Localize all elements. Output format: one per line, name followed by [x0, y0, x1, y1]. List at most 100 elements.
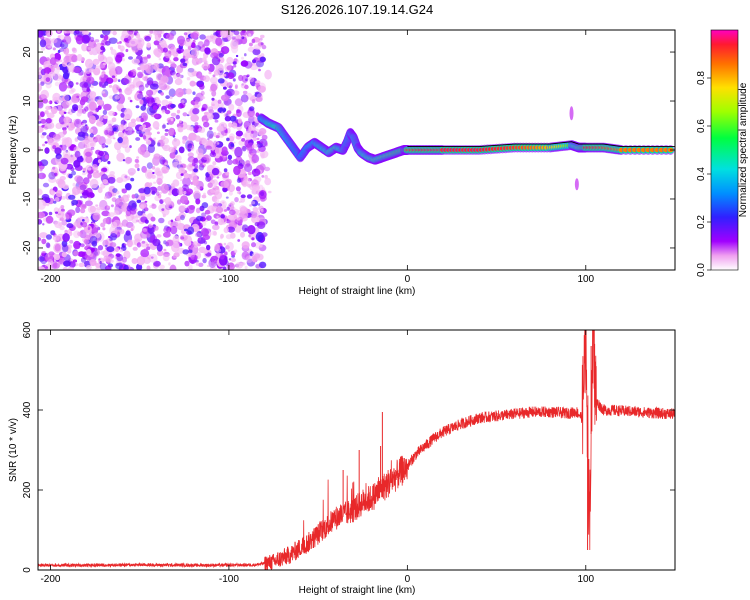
noise-blob — [175, 114, 180, 120]
snr-y-label: SNR (10 * v/v) — [8, 418, 19, 482]
noise-blob — [161, 124, 166, 130]
noise-blob — [100, 45, 105, 51]
noise-blob — [38, 188, 43, 196]
noise-blob — [226, 82, 233, 89]
noise-blob — [234, 146, 243, 158]
noise-blob — [53, 73, 62, 82]
noise-blob — [116, 41, 120, 45]
noise-blob — [105, 265, 112, 270]
noise-blob — [76, 187, 84, 194]
noise-blob — [54, 197, 60, 202]
noise-blob — [59, 59, 63, 63]
noise-blob — [52, 64, 61, 74]
noise-blob — [62, 93, 70, 103]
noise-blob — [175, 215, 182, 221]
noise-blob — [184, 39, 192, 47]
noise-blob — [223, 155, 226, 158]
noise-blob — [167, 230, 171, 234]
noise-blob — [212, 161, 217, 166]
noise-blob — [66, 101, 72, 106]
noise-blob — [46, 203, 50, 207]
noise-blob — [54, 147, 62, 155]
colorbar-label: Normalized spectral amplitude — [738, 82, 749, 217]
noise-blob — [138, 188, 146, 194]
noise-blob — [62, 72, 70, 80]
noise-blob — [186, 205, 195, 214]
noise-blob — [129, 38, 138, 47]
noise-blob — [234, 218, 243, 225]
noise-blob — [192, 190, 201, 199]
noise-blob — [190, 254, 198, 261]
noise-blob — [80, 195, 83, 199]
noise-blob — [84, 135, 89, 141]
x-tick-label: -200 — [40, 574, 60, 585]
noise-blob — [117, 136, 123, 144]
noise-blob — [247, 171, 252, 176]
noise-blob — [79, 200, 84, 206]
noise-blob — [180, 173, 184, 176]
noise-blob — [47, 101, 51, 103]
spectrogram-x-ticks: -200 -100 0 100 — [40, 30, 595, 285]
noise-blob — [193, 104, 200, 109]
noise-blob — [228, 122, 233, 128]
noise-blob — [226, 110, 232, 115]
noise-blob — [38, 121, 42, 124]
noise-blob — [110, 204, 114, 208]
noise-blob — [232, 122, 238, 129]
noise-blob — [241, 39, 247, 44]
noise-blob — [109, 46, 114, 51]
noise-blob — [55, 178, 64, 185]
noise-blob — [185, 88, 192, 95]
noise-blob — [206, 215, 212, 221]
noise-blob — [254, 242, 262, 249]
noise-blob — [61, 244, 69, 253]
noise-blob — [46, 57, 50, 61]
noise-blob — [176, 73, 182, 80]
noise-blob — [161, 208, 165, 211]
noise-blob — [55, 153, 62, 160]
noise-blob — [162, 213, 166, 218]
noise-blob — [81, 221, 88, 228]
noise-blob — [230, 232, 236, 239]
noise-blob — [102, 109, 108, 115]
noise-blob — [108, 131, 115, 136]
noise-blob — [216, 176, 220, 179]
noise-blob — [228, 209, 236, 216]
noise-blob — [194, 122, 199, 126]
noise-blob — [161, 166, 170, 174]
noise-blob — [173, 57, 179, 62]
noise-blob — [215, 206, 224, 214]
noise-blob — [251, 168, 261, 177]
noise-blob — [210, 83, 218, 92]
noise-blob — [62, 65, 69, 74]
noise-blob — [216, 125, 224, 132]
noise-blob — [194, 100, 199, 105]
noise-blob — [182, 249, 189, 255]
noise-blob — [264, 166, 271, 172]
noise-blob — [50, 190, 56, 196]
noise-blob — [164, 132, 169, 136]
noise-blob — [223, 168, 228, 173]
noise-blob — [240, 94, 249, 103]
noise-blob — [186, 188, 193, 195]
noise-blob — [177, 49, 182, 54]
noise-blob — [110, 221, 118, 229]
noise-blob — [63, 108, 67, 111]
noise-blob — [146, 96, 155, 104]
noise-blob — [248, 33, 252, 37]
noise-blob — [198, 163, 205, 171]
noise-blob — [38, 237, 42, 242]
noise-blob — [175, 219, 182, 226]
noise-blob — [63, 111, 67, 115]
noise-blob — [87, 227, 91, 231]
noise-blob — [188, 264, 193, 270]
noise-blob — [184, 260, 190, 267]
noise-blob — [90, 85, 94, 89]
noise-blob — [121, 219, 129, 227]
noise-blob — [195, 92, 204, 102]
noise-blob — [39, 39, 47, 48]
noise-blob — [161, 99, 169, 106]
noise-blob — [92, 224, 100, 232]
noise-blob — [252, 48, 261, 56]
